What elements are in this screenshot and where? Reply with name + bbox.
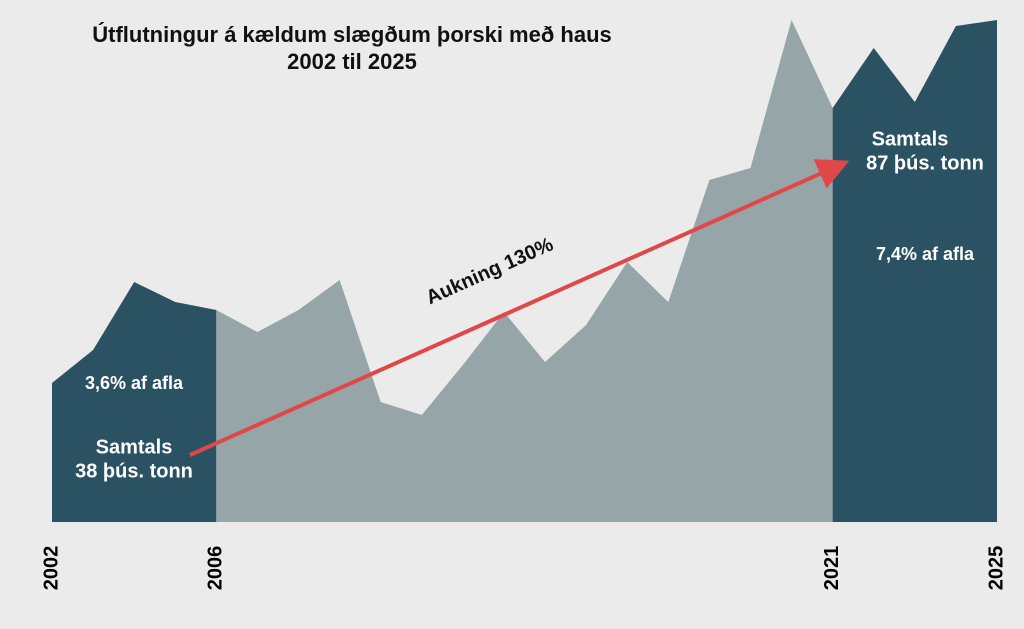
plot [52,20,997,522]
x-tick-label: 2021 [821,546,843,591]
annotation: 7,4% af afla [876,244,975,264]
chart-subtitle: 2002 til 2025 [287,49,417,74]
annotation: Samtals [96,436,173,458]
area [216,20,833,522]
chart-title: Útflutningur á kældum slægðum þorski með… [92,22,612,47]
area [52,282,217,522]
area [832,20,997,522]
annotation: 87 þús. tonn [866,152,984,174]
x-tick-label: 2025 [985,546,1007,591]
annotation: 38 þús. tonn [75,460,193,482]
annotation: Samtals [872,128,949,150]
x-tick-label: 2002 [40,546,62,591]
x-tick-label: 2006 [205,546,227,591]
arrow [189,159,850,457]
annotation: 3,6% af afla [85,373,184,393]
